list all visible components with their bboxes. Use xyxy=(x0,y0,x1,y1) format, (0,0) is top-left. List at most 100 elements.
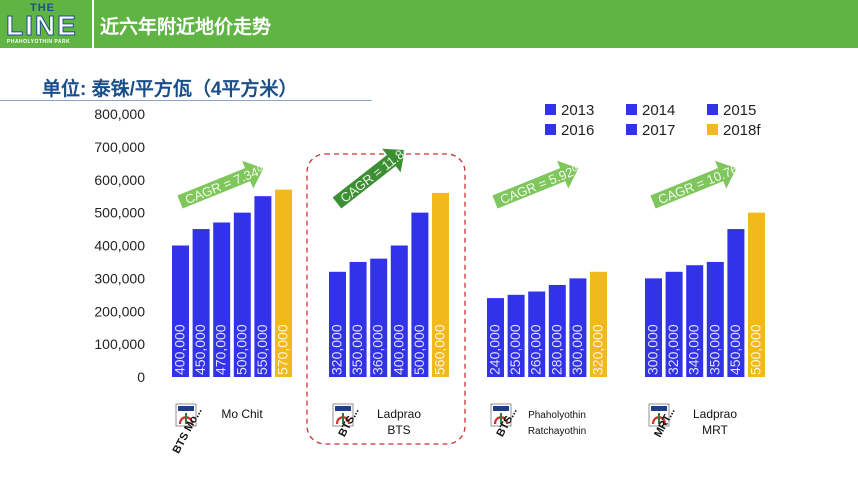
bar xyxy=(706,261,724,377)
bar-value-label: 300,000 xyxy=(645,324,661,375)
legend-label: 2015 xyxy=(723,102,756,119)
legend-swatch xyxy=(626,104,637,115)
bar-value-label: 300,000 xyxy=(569,324,585,375)
bar xyxy=(254,196,272,377)
station-caption: Phaholyothin xyxy=(528,410,586,421)
y-tick-label: 0 xyxy=(137,369,145,385)
bar xyxy=(213,222,231,377)
station-caption: MRT xyxy=(702,423,728,437)
icon-band xyxy=(335,406,351,411)
cagr-label: CAGR = 11.84% xyxy=(337,135,422,206)
bar xyxy=(528,291,546,377)
page-title: 近六年附近地价走势 xyxy=(100,17,272,38)
bar-value-label: 500,000 xyxy=(411,324,427,375)
bar-value-label: 260,000 xyxy=(528,324,544,375)
bar xyxy=(665,271,683,377)
mrt-logo-icon xyxy=(648,403,670,427)
bar xyxy=(233,212,251,377)
cagr-arrow-shape xyxy=(650,160,737,209)
cagr-arrow-shape xyxy=(177,160,264,209)
header-bar: THE LINE PHAHOLYOTHIN PARK 近六年附近地价走势 xyxy=(0,0,858,48)
y-tick-label: 800,000 xyxy=(94,106,145,122)
bar xyxy=(390,245,408,377)
legend-label: 2017 xyxy=(642,122,675,139)
bar-value-label: 400,000 xyxy=(390,324,406,375)
legend-label: 2016 xyxy=(561,122,594,139)
the-line-logo: THE LINE PHAHOLYOTHIN PARK xyxy=(0,0,94,48)
bar-value-label: 470,000 xyxy=(213,324,229,375)
bar xyxy=(548,284,566,377)
logo-subtitle: PHAHOLYOTHIN PARK xyxy=(7,39,71,45)
bar xyxy=(172,245,189,377)
y-tick-label: 100,000 xyxy=(94,336,145,352)
legend-swatch xyxy=(707,104,718,115)
bts-logo-icon xyxy=(175,403,197,427)
icon-band xyxy=(651,406,667,411)
bts-logo-icon xyxy=(332,403,354,427)
bar xyxy=(432,192,449,377)
bar xyxy=(686,265,704,377)
bar-value-label: 240,000 xyxy=(487,324,503,375)
legend-swatch xyxy=(545,124,556,135)
bar-value-label: 500,000 xyxy=(748,324,764,375)
bar xyxy=(590,271,607,377)
y-tick-label: 400,000 xyxy=(94,238,145,254)
bar xyxy=(569,278,587,377)
bar xyxy=(370,258,388,377)
bar-value-label: 280,000 xyxy=(548,324,564,375)
bar xyxy=(275,189,292,377)
station-caption: Ladprao xyxy=(377,407,421,421)
bar-value-label: 550,000 xyxy=(254,324,270,375)
legend-swatch xyxy=(707,124,718,135)
bar xyxy=(748,212,765,377)
bar-value-label: 340,000 xyxy=(686,324,702,375)
icon-band xyxy=(493,406,509,411)
bar-value-label: 450,000 xyxy=(192,324,208,375)
cagr-label: CAGR = 5.92% xyxy=(498,160,587,208)
cagr-arrow-icon: CAGR = 11.84% xyxy=(332,135,422,209)
cagr-arrow-shape xyxy=(332,148,405,209)
bar-value-label: 360,000 xyxy=(370,324,386,375)
bar-value-label: 350,000 xyxy=(349,324,365,375)
bts-logo-icon xyxy=(490,403,512,427)
legend-label: 2013 xyxy=(561,102,594,119)
icon-band xyxy=(178,406,194,411)
station-caption: Ladprao xyxy=(693,407,737,421)
bar xyxy=(192,229,210,377)
bar-value-label: 320,000 xyxy=(329,324,345,375)
unit-underline xyxy=(0,100,372,101)
legend-swatch xyxy=(545,104,556,115)
legend-label: 2018f xyxy=(723,122,761,139)
cagr-label: CAGR = 10.76% xyxy=(656,157,751,207)
bar-value-label: 560,000 xyxy=(432,324,448,375)
y-tick-label: 300,000 xyxy=(94,270,145,286)
cagr-arrow-icon: CAGR = 5.92% xyxy=(492,160,587,209)
legend-swatch xyxy=(626,124,637,135)
bar xyxy=(507,294,525,377)
station-caption: Ratchayothin xyxy=(528,426,586,437)
bar-value-label: 500,000 xyxy=(233,324,249,375)
bar-value-label: 570,000 xyxy=(275,324,291,375)
bar-value-label: 320,000 xyxy=(590,324,606,375)
cagr-arrow-shape xyxy=(492,160,579,209)
cagr-arrow-icon: CAGR = 10.76% xyxy=(650,157,751,209)
bar-value-label: 400,000 xyxy=(172,324,188,375)
bar xyxy=(329,271,346,377)
bar xyxy=(487,298,504,377)
logo-line-text: LINE xyxy=(6,10,78,42)
bar-value-label: 350,000 xyxy=(706,324,722,375)
bar xyxy=(411,212,429,377)
bar xyxy=(645,278,662,377)
y-tick-label: 200,000 xyxy=(94,303,145,319)
y-tick-label: 500,000 xyxy=(94,205,145,221)
bar xyxy=(349,261,367,377)
y-tick-label: 600,000 xyxy=(94,172,145,188)
station-caption: BTS xyxy=(387,423,410,437)
unit-label: 单位: 泰铢/平方佤（4平方米） xyxy=(42,79,298,100)
logo-the-text: THE xyxy=(30,2,55,14)
y-tick-label: 700,000 xyxy=(94,139,145,155)
legend-label: 2014 xyxy=(642,102,675,119)
bar xyxy=(727,229,745,377)
station-caption: Mo Chit xyxy=(221,407,263,421)
